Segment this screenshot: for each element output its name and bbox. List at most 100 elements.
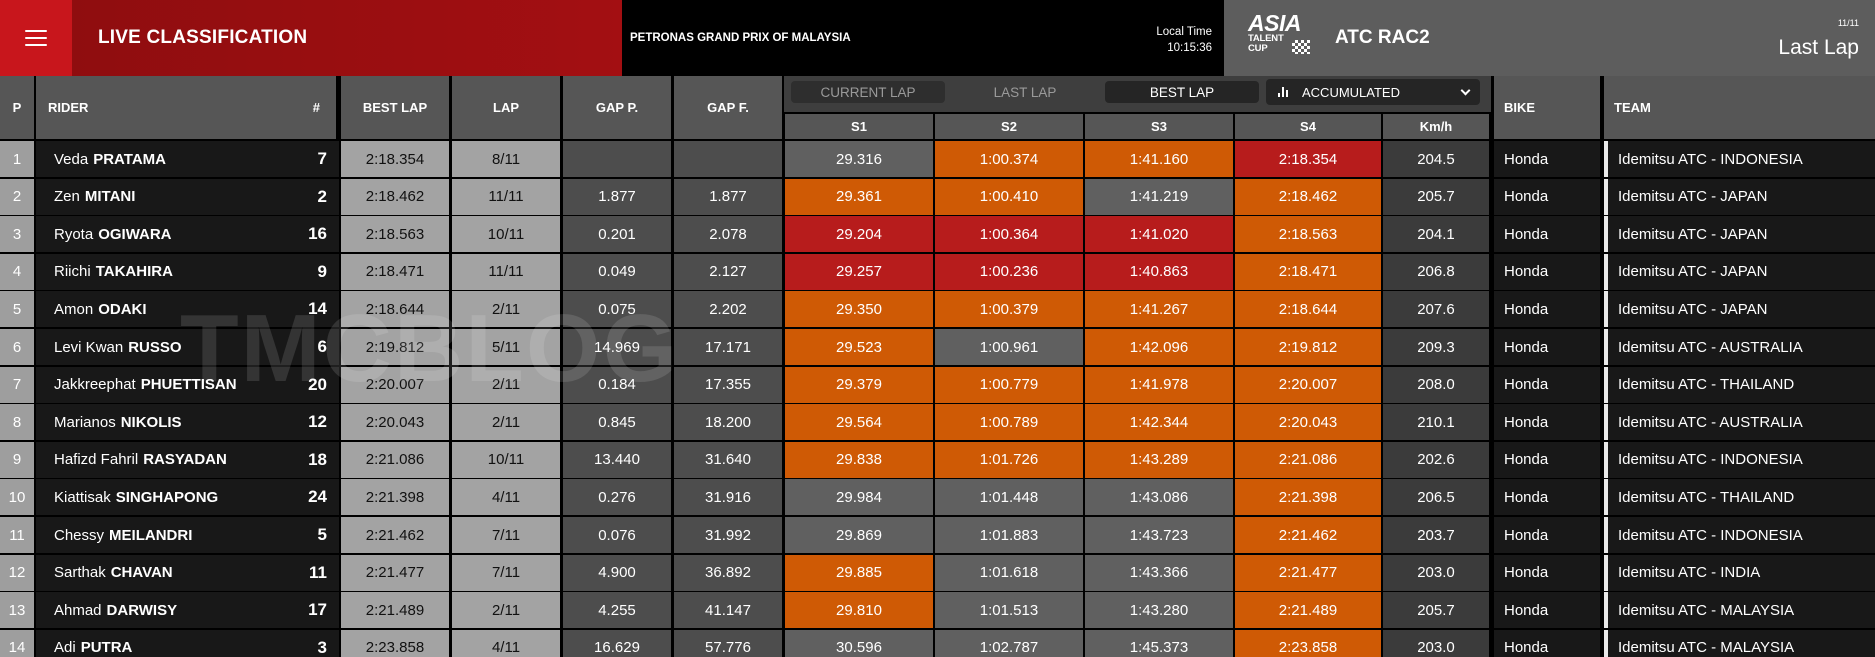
cell-s1: 29.984	[785, 479, 933, 516]
cell-lap: 11/11	[452, 178, 560, 215]
cell-s2: 1:01.513	[935, 592, 1083, 629]
col-kmh: Km/h	[1383, 114, 1489, 139]
cell-lap: 7/11	[452, 554, 560, 591]
cell-gap-f: 17.355	[674, 366, 782, 403]
cell-s2: 1:00.364	[935, 216, 1083, 253]
cell-s3: 1:42.344	[1085, 404, 1233, 441]
cell-bike: Honda	[1494, 329, 1600, 365]
cell-gap-p: 1.877	[563, 178, 671, 215]
cell-s3: 1:40.863	[1085, 253, 1233, 290]
cell-s1: 29.869	[785, 517, 933, 553]
cell-s3: 1:45.373	[1085, 629, 1233, 657]
cell-p: 2	[0, 178, 34, 215]
title-panel: LIVE CLASSIFICATION	[72, 0, 622, 76]
rider-first-name: Veda	[54, 150, 89, 168]
cell-num: 7	[304, 141, 339, 177]
col-rider: RIDER #	[36, 76, 336, 139]
cell-gap-p: 0.184	[563, 366, 671, 403]
menu-button[interactable]	[0, 0, 72, 76]
rider-last-name: MITANI	[84, 188, 136, 206]
cell-kmh: 210.1	[1383, 404, 1489, 441]
cell-num: 3	[304, 629, 339, 657]
cell-s1: 29.838	[785, 441, 933, 478]
cell-lap: 4/11	[452, 629, 560, 657]
tab-best-lap[interactable]: BEST LAP	[1105, 81, 1259, 103]
table-row[interactable]: 6 Levi Kwan RUSSO 6 2:19.812 5/11 14.969 17.171…	[0, 329, 1875, 367]
rider-first-name: Marianos	[54, 413, 116, 431]
table-row[interactable]: 14 Adi PUTRA 3 2:23.858 4/11 16.629 57.776 30.59…	[0, 629, 1875, 657]
accumulated-dropdown[interactable]: ACCUMULATED	[1266, 79, 1480, 105]
col-best-lap: BEST LAP	[341, 76, 449, 139]
cell-best: 2:18.644	[341, 291, 449, 328]
col-position: P	[0, 76, 34, 139]
cell-best: 2:19.812	[341, 329, 449, 365]
cell-s1: 29.564	[785, 404, 933, 441]
cell-bike: Honda	[1494, 404, 1600, 441]
cell-s3: 1:41.978	[1085, 366, 1233, 403]
cell-num: 20	[304, 366, 339, 403]
cell-num: 14	[304, 291, 339, 328]
cell-kmh: 208.0	[1383, 366, 1489, 403]
rider-first-name: Jakkreephat	[54, 376, 136, 394]
table-row[interactable]: 3 Ryota OGIWARA 16 2:18.563 10/11 0.201 2.078 29…	[0, 216, 1875, 254]
table-row[interactable]: 1 Veda PRATAMA 7 2:18.354 8/11 29.316 1:00.374 1…	[0, 141, 1875, 179]
cell-p: 10	[0, 479, 34, 516]
cell-kmh: 205.7	[1383, 178, 1489, 215]
cell-gap-p: 0.845	[563, 404, 671, 441]
cell-team: Idemitsu ATC - AUSTRALIA	[1604, 404, 1875, 441]
cell-s2: 1:01.883	[935, 517, 1083, 553]
cell-gap-f: 31.992	[674, 517, 782, 553]
cell-num: 6	[304, 329, 339, 365]
cell-s1: 29.885	[785, 554, 933, 591]
cell-s3: 1:42.096	[1085, 329, 1233, 365]
cell-s3: 1:43.280	[1085, 592, 1233, 629]
rider-name-cell: Sarthak CHAVAN	[36, 554, 304, 591]
cell-lap: 11/11	[452, 253, 560, 290]
rider-last-name: TAKAHIRA	[95, 263, 173, 281]
cell-p: 5	[0, 291, 34, 328]
cell-num: 18	[304, 441, 339, 478]
rider-name-cell: Adi PUTRA	[36, 629, 304, 657]
rider-last-name: CHAVAN	[110, 564, 173, 582]
cell-p: 7	[0, 366, 34, 403]
cell-gap-f: 1.877	[674, 178, 782, 215]
cell-kmh: 206.5	[1383, 479, 1489, 516]
cell-team: Idemitsu ATC - MALAYSIA	[1604, 629, 1875, 657]
cell-bike: Honda	[1494, 479, 1600, 516]
col-s1: S1	[785, 114, 933, 139]
checkered-flag-icon	[1292, 40, 1310, 54]
table-row[interactable]: 4 Riichi TAKAHIRA 9 2:18.471 11/11 0.049 2.127 2…	[0, 253, 1875, 292]
cell-best: 2:18.563	[341, 216, 449, 253]
table-row[interactable]: 13 Ahmad DARWISY 17 2:21.489 2/11 4.255 41.147 2…	[0, 592, 1875, 630]
table-row[interactable]: 10 Kiattisak SINGHAPONG 24 2:21.398 4/11 0.276…	[0, 479, 1875, 517]
table-row[interactable]: 11 Chessy MEILANDRI 5 2:21.462 7/11 0.076 31.99…	[0, 517, 1875, 555]
lap-view-tabs: CURRENT LAP LAST LAP BEST LAP ACCUMULATE…	[784, 76, 1491, 112]
cell-bike: Honda	[1494, 592, 1600, 629]
cell-best: 2:18.471	[341, 253, 449, 290]
col-number-label: #	[312, 100, 320, 115]
rider-last-name: NIKOLIS	[120, 413, 182, 431]
rider-last-name: RUSSO	[128, 338, 182, 356]
cell-bike: Honda	[1494, 253, 1600, 290]
cell-best: 2:18.462	[341, 178, 449, 215]
rider-last-name: MEILANDRI	[109, 526, 193, 544]
tab-current-lap[interactable]: CURRENT LAP	[791, 81, 945, 103]
col-rider-label: RIDER	[48, 100, 89, 115]
cell-gap-p: 16.629	[563, 629, 671, 657]
table-row[interactable]: 7 Jakkreephat PHUETTISAN 20 2:20.007 2/11 0.18…	[0, 366, 1875, 405]
tab-last-lap[interactable]: LAST LAP	[993, 84, 1057, 100]
table-row[interactable]: 5 Amon ODAKI 14 2:18.644 2/11 0.075 2.202 29.350…	[0, 291, 1875, 329]
rider-name-cell: Marianos NIKOLIS	[36, 404, 304, 441]
table-row[interactable]: 8 Marianos NIKOLIS 12 2:20.043 2/11 0.845 18.20…	[0, 404, 1875, 442]
cell-num: 9	[304, 253, 339, 290]
table-row[interactable]: 12 Sarthak CHAVAN 11 2:21.477 7/11 4.900 36.892…	[0, 554, 1875, 593]
table-row[interactable]: 2 Zen MITANI 2 2:18.462 11/11 1.877 1.877 29.361…	[0, 178, 1875, 217]
rider-first-name: Adi	[54, 639, 76, 657]
cell-s2: 1:00.961	[935, 329, 1083, 365]
cell-best: 2:21.489	[341, 592, 449, 629]
table-row[interactable]: 9 Hafizd Fahril RASYADAN 18 2:21.086 10/11 13.…	[0, 441, 1875, 480]
hamburger-icon	[25, 30, 47, 46]
cell-s3: 1:41.219	[1085, 178, 1233, 215]
asia-talent-cup-logo: ASIA TALENT CUP	[1248, 12, 1314, 64]
cell-s2: 1:01.618	[935, 554, 1083, 591]
